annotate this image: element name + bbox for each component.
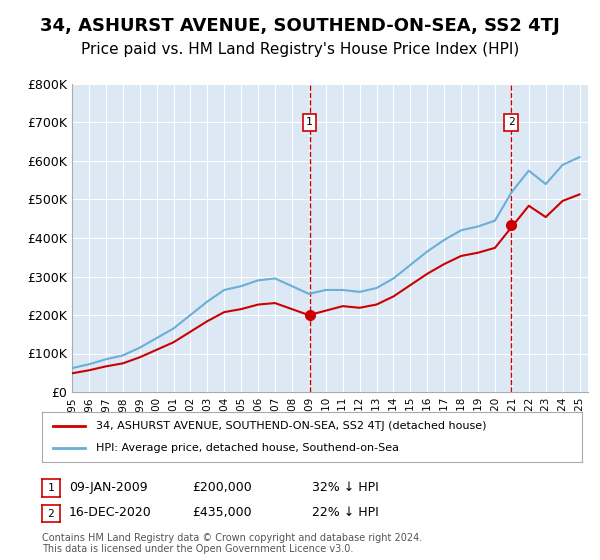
Text: 2: 2 bbox=[508, 118, 515, 128]
Text: HPI: Average price, detached house, Southend-on-Sea: HPI: Average price, detached house, Sout… bbox=[96, 443, 399, 453]
Text: £435,000: £435,000 bbox=[192, 506, 251, 519]
Text: 1: 1 bbox=[47, 483, 55, 493]
Text: 22% ↓ HPI: 22% ↓ HPI bbox=[312, 506, 379, 519]
Text: 16-DEC-2020: 16-DEC-2020 bbox=[69, 506, 152, 519]
Text: 1: 1 bbox=[306, 118, 313, 128]
Text: 09-JAN-2009: 09-JAN-2009 bbox=[69, 480, 148, 494]
Text: 34, ASHURST AVENUE, SOUTHEND-ON-SEA, SS2 4TJ (detached house): 34, ASHURST AVENUE, SOUTHEND-ON-SEA, SS2… bbox=[96, 421, 487, 431]
Text: Contains HM Land Registry data © Crown copyright and database right 2024.
This d: Contains HM Land Registry data © Crown c… bbox=[42, 533, 422, 554]
Text: 2: 2 bbox=[47, 508, 55, 519]
Text: 32% ↓ HPI: 32% ↓ HPI bbox=[312, 480, 379, 494]
Text: 34, ASHURST AVENUE, SOUTHEND-ON-SEA, SS2 4TJ: 34, ASHURST AVENUE, SOUTHEND-ON-SEA, SS2… bbox=[40, 17, 560, 35]
Text: Price paid vs. HM Land Registry's House Price Index (HPI): Price paid vs. HM Land Registry's House … bbox=[81, 42, 519, 57]
Text: £200,000: £200,000 bbox=[192, 480, 252, 494]
